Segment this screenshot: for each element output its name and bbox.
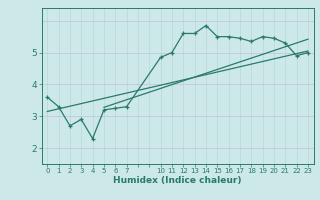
X-axis label: Humidex (Indice chaleur): Humidex (Indice chaleur) (113, 176, 242, 185)
